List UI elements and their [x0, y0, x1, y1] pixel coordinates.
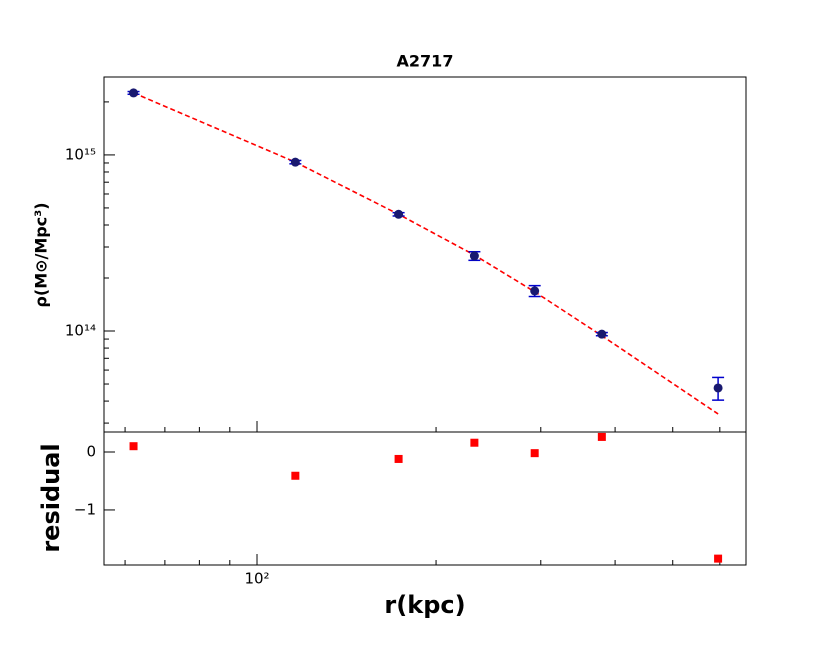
y-tick-label: 0 [86, 442, 96, 460]
y-tick-label: 10¹⁵ [65, 145, 96, 163]
x-axis-label: r(kpc) [384, 591, 465, 619]
residual-point [470, 438, 479, 447]
residual-frame [103, 431, 747, 566]
data-point [530, 286, 540, 296]
residual-point [714, 554, 723, 563]
residual-point [597, 432, 606, 441]
data-point [290, 157, 300, 167]
residual-point [129, 442, 138, 451]
x-tick-label: 10² [244, 570, 269, 588]
residual-point [530, 449, 539, 458]
residual-point [291, 471, 300, 480]
chart-title: A2717 [397, 52, 454, 71]
data-point [394, 209, 404, 219]
y-tick-label: 10¹⁴ [65, 322, 96, 340]
residual-axis-label: residual [37, 443, 65, 552]
data-point [129, 88, 139, 98]
fit-line [133, 92, 719, 415]
data-point [597, 329, 607, 339]
data-point [469, 251, 479, 261]
plot-frame [103, 76, 747, 433]
y-axis-label: ρ(M⊙/Mpc³) [32, 202, 51, 307]
residual-point [394, 454, 403, 463]
data-point [713, 383, 723, 393]
y-tick-label: −1 [74, 500, 96, 518]
